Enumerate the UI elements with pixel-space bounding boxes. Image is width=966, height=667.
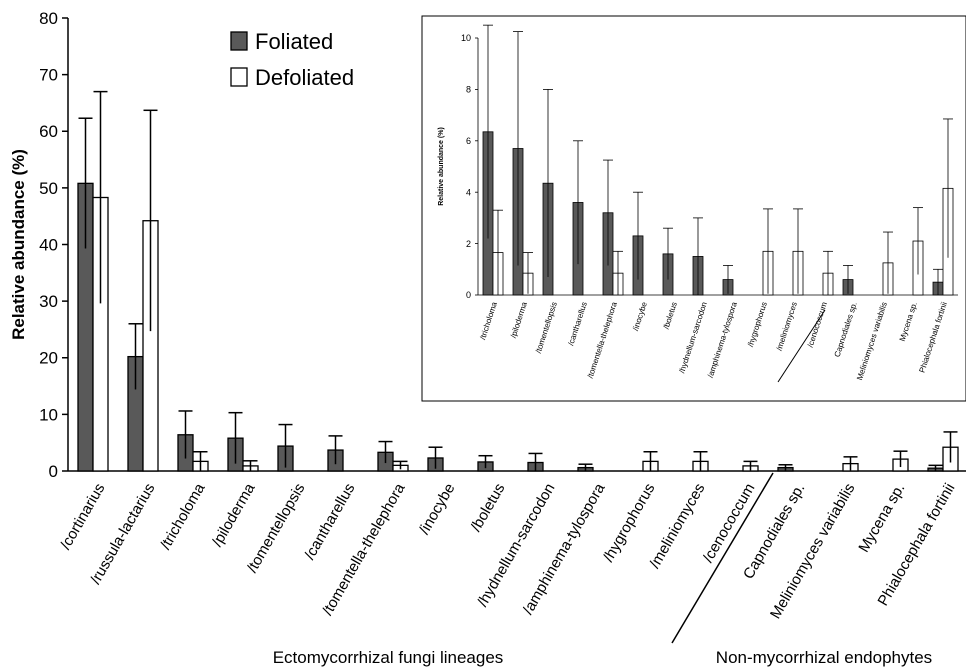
legend: Foliated Defoliated [230,29,354,90]
y-tick-label: 2 [466,239,471,249]
y-tick-label: 0 [49,462,58,481]
y-tick-label: 60 [39,122,58,141]
y-tick-label: 80 [39,9,58,28]
y-tick-label: 6 [466,136,471,146]
group-label-ecm: Ectomycorrhizal fungi lineages [273,648,504,667]
legend-label: Defoliated [255,65,354,90]
x-tick-label: /hygrophorus [600,481,659,565]
x-tick-label: /cortinarius [57,481,108,553]
legend-label: Foliated [255,29,333,54]
legend-swatch [230,67,248,87]
x-tick-label: /inocybe [416,481,459,538]
x-tick-label: /cenococcum [700,481,759,566]
group-separator [671,472,774,644]
y-tick-label: 10 [461,33,471,43]
x-tick-label: /piloderma [209,480,259,550]
x-tick-label: /cantharellus [301,481,358,563]
y-tick-label: 50 [39,179,58,198]
x-tick-label: /tricholoma [157,480,209,553]
y-tick-label: 40 [39,235,58,254]
group-separator [777,309,826,383]
x-tick-label: /boletus [467,481,508,535]
y-tick-label: 20 [39,349,58,368]
y-tick-label: 8 [466,85,471,95]
group-label-endophytes: Non-mycorrhizal endophytes [716,648,932,667]
y-axis-label: Relative abundance (%) [9,149,28,340]
y-tick-label: 0 [466,290,471,300]
y-tick-label: 10 [39,405,58,424]
y-tick-label: 4 [466,187,471,197]
y-axis-label: Relative abundance (%) [438,127,445,206]
y-tick-label: 70 [39,66,58,85]
y-tick-label: 30 [39,292,58,311]
x-tick-label: Mycena sp. [855,481,908,556]
legend-swatch [230,31,248,51]
